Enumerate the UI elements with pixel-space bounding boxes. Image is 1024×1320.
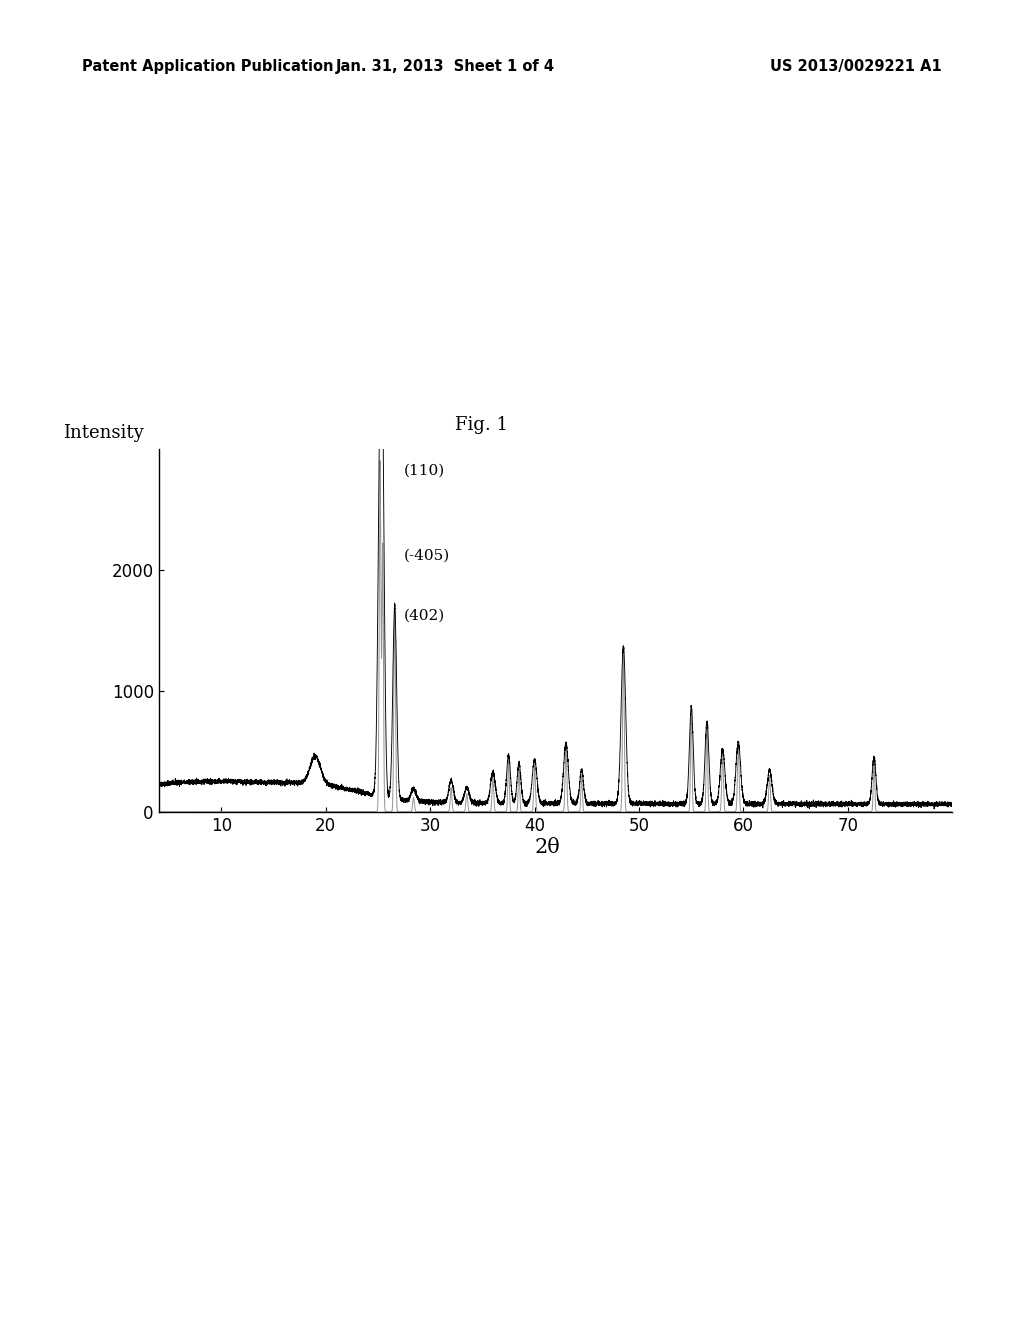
Text: US 2013/0029221 A1: US 2013/0029221 A1 xyxy=(770,59,942,74)
Text: Fig. 1: Fig. 1 xyxy=(455,416,508,434)
Text: (-405): (-405) xyxy=(404,548,451,562)
Text: (110): (110) xyxy=(404,463,445,478)
Text: Patent Application Publication: Patent Application Publication xyxy=(82,59,334,74)
Text: (402): (402) xyxy=(404,609,445,623)
Text: Intensity: Intensity xyxy=(63,424,144,441)
Text: 2θ: 2θ xyxy=(535,838,561,857)
Text: Jan. 31, 2013  Sheet 1 of 4: Jan. 31, 2013 Sheet 1 of 4 xyxy=(336,59,555,74)
